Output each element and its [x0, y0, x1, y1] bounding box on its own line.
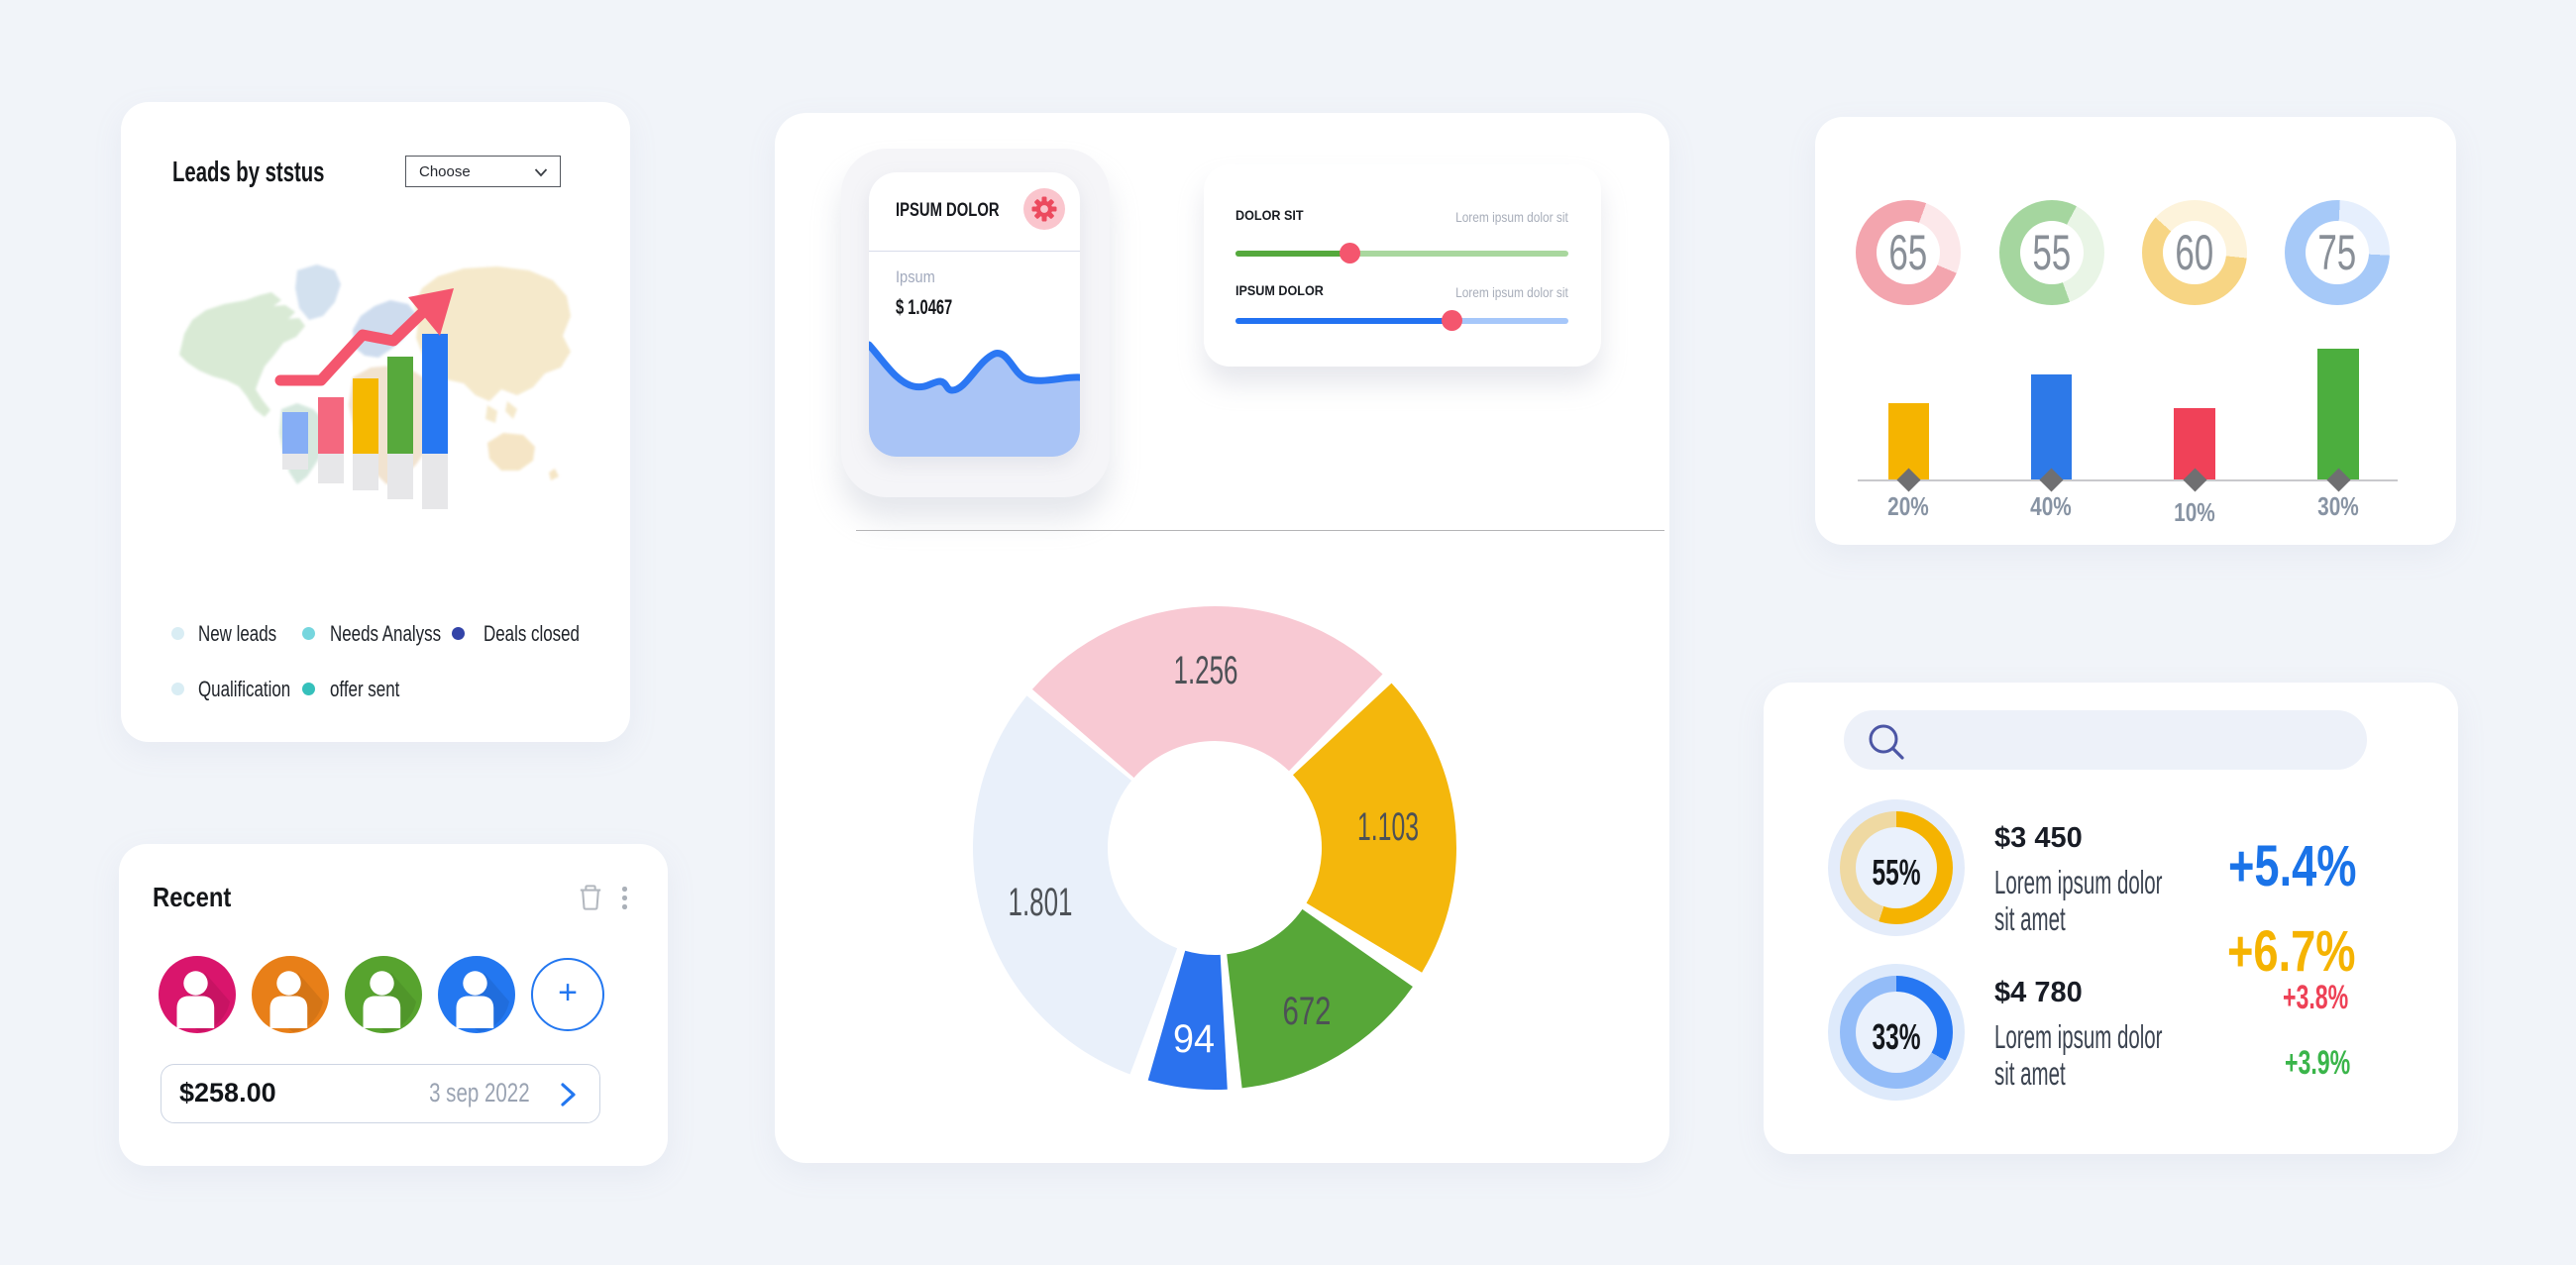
svg-text:94: 94	[1173, 1017, 1215, 1061]
svg-text:1.103: 1.103	[1357, 805, 1419, 849]
svg-text:672: 672	[1283, 990, 1332, 1033]
svg-text:1.256: 1.256	[1174, 649, 1238, 692]
svg-text:1.801: 1.801	[1009, 881, 1073, 924]
